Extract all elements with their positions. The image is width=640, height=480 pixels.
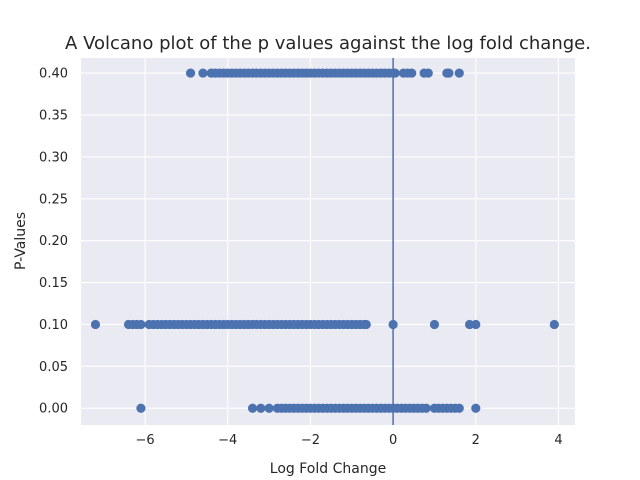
data-point — [444, 68, 454, 78]
x-tick-label: −2 — [301, 433, 320, 448]
x-tick-label: −4 — [218, 433, 237, 448]
y-tick-label: 0.35 — [39, 108, 68, 123]
data-point — [549, 319, 559, 330]
data-point — [454, 403, 464, 413]
data-point — [185, 68, 196, 78]
x-tick-label: 2 — [472, 433, 480, 448]
y-axis-label: P-Values — [13, 212, 29, 270]
data-point — [136, 319, 146, 330]
data-point — [247, 403, 258, 413]
y-tick-label: 0.25 — [39, 192, 68, 207]
y-tick-label: 0.15 — [39, 276, 68, 291]
y-tick-label: 0.10 — [39, 318, 68, 333]
data-point — [90, 319, 101, 330]
y-tick-label: 0.30 — [39, 150, 68, 165]
data-point — [388, 319, 398, 330]
data-point — [454, 68, 464, 78]
grid-lines — [81, 58, 575, 425]
data-point — [198, 68, 208, 78]
plot-area — [81, 58, 575, 425]
data-point — [264, 403, 274, 413]
data-points — [90, 68, 559, 413]
x-tick-labels: −6 −4 −2 0 2 4 — [135, 433, 562, 448]
chart-title: A Volcano plot of the p values against t… — [65, 33, 591, 54]
data-point — [390, 68, 400, 78]
x-tick-label: 0 — [389, 433, 397, 448]
data-point — [136, 403, 146, 413]
data-point — [256, 403, 266, 413]
x-tick-label: −6 — [135, 433, 154, 448]
data-point — [471, 403, 481, 413]
y-tick-label: 0.05 — [39, 360, 68, 375]
data-point — [423, 68, 433, 78]
x-tick-label: 4 — [554, 433, 562, 448]
y-tick-label: 0.40 — [39, 67, 68, 82]
y-tick-label: 0.20 — [39, 234, 68, 249]
data-point — [407, 68, 417, 78]
y-tick-labels: 0.00 0.05 0.10 0.15 0.20 0.25 0.30 0.35 0.40 — [39, 67, 68, 417]
data-point — [421, 403, 431, 413]
y-tick-label: 0.00 — [39, 402, 68, 417]
data-point — [471, 319, 481, 330]
x-axis-label: Log Fold Change — [270, 461, 386, 477]
data-point — [361, 319, 371, 330]
data-point — [429, 319, 440, 330]
